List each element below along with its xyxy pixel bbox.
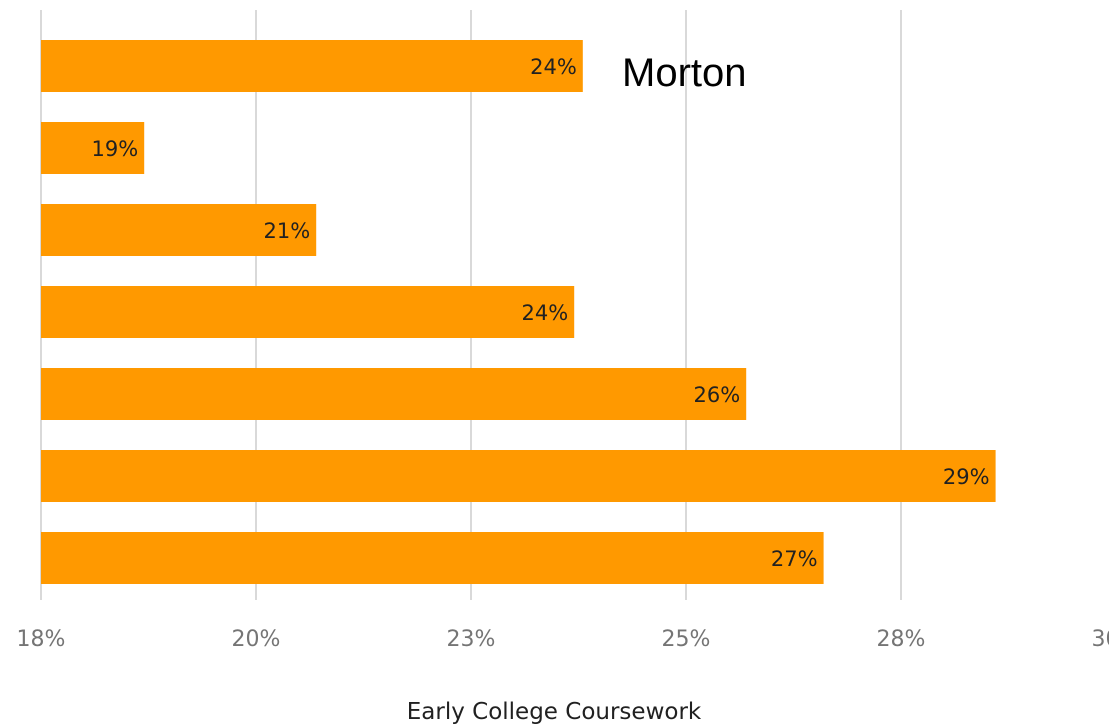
bar-value-label: 29% (943, 465, 990, 489)
bar (41, 204, 317, 256)
bar-value-label: 26% (694, 383, 741, 407)
bar-value-label: 24% (530, 55, 577, 79)
x-tick-label: 18% (17, 627, 66, 652)
bar-value-label: 19% (92, 137, 139, 161)
x-axis-title: Early College Coursework (407, 699, 702, 725)
x-tick-label: 28% (877, 627, 926, 652)
bar-value-label: 27% (771, 547, 818, 571)
bar (41, 286, 575, 338)
x-tick-label: 30% (1092, 627, 1109, 652)
bars (41, 40, 996, 584)
bar (41, 40, 583, 92)
bar-value-label: 24% (522, 301, 569, 325)
bar (41, 122, 145, 174)
x-tick-label: 23% (447, 627, 496, 652)
bar (41, 532, 824, 584)
bar (41, 368, 747, 420)
bar-value-label: 21% (264, 219, 311, 243)
x-axis-ticks: 18% 20% 23% 25% 28% 30% (17, 627, 1109, 652)
annotation-label: Morton (622, 51, 747, 95)
bar (41, 450, 996, 502)
x-tick-label: 25% (662, 627, 711, 652)
x-tick-label: 20% (232, 627, 281, 652)
data-labels: 24% 19% 21% 24% 26% 29% 27% (92, 55, 990, 571)
